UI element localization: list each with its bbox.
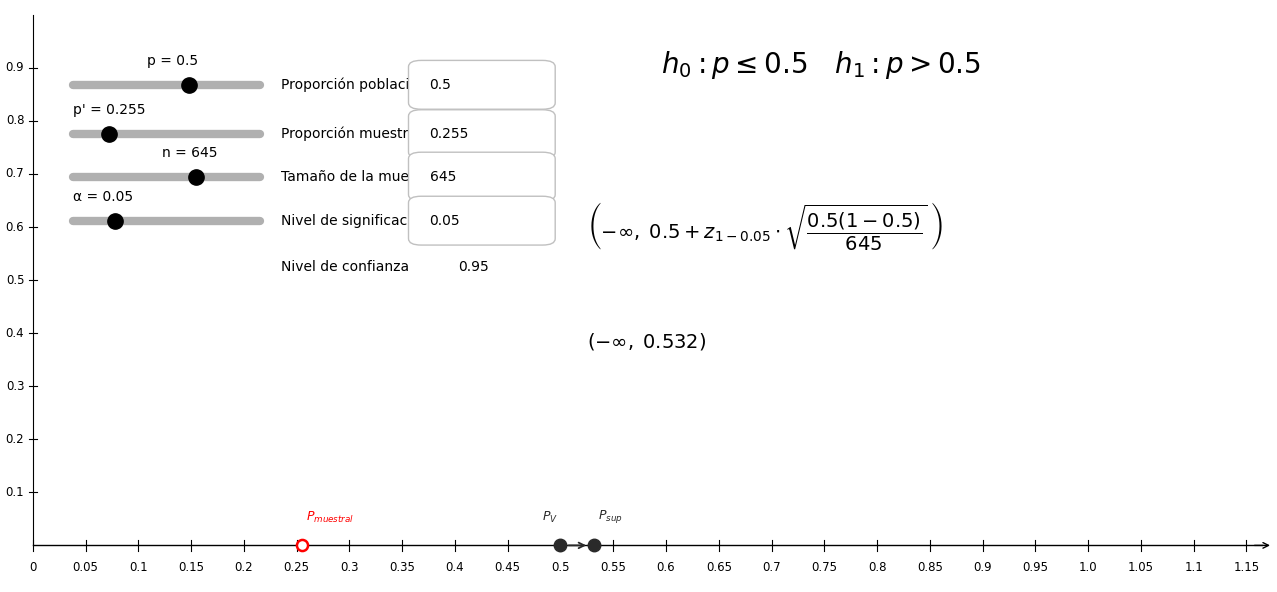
Text: 0.4: 0.4 <box>5 327 24 340</box>
Text: 0.9: 0.9 <box>973 561 992 574</box>
Text: 0.15: 0.15 <box>178 561 204 574</box>
Text: 0.8: 0.8 <box>6 114 24 127</box>
Text: 0.1: 0.1 <box>5 486 24 499</box>
FancyBboxPatch shape <box>409 196 555 245</box>
FancyBboxPatch shape <box>409 60 555 110</box>
Text: Nivel de significación: Nivel de significación <box>281 213 428 228</box>
Text: 0.85: 0.85 <box>917 561 942 574</box>
Text: 0.75: 0.75 <box>811 561 838 574</box>
Text: 0.9: 0.9 <box>5 62 24 75</box>
Text: 0.5: 0.5 <box>429 78 452 92</box>
Text: Nivel de confianza: Nivel de confianza <box>281 260 409 274</box>
Text: 1.15: 1.15 <box>1234 561 1259 574</box>
Text: 0.45: 0.45 <box>494 561 521 574</box>
Text: p' = 0.255: p' = 0.255 <box>73 103 146 117</box>
FancyBboxPatch shape <box>409 152 555 201</box>
Text: α = 0.05: α = 0.05 <box>73 189 133 204</box>
Text: $h_0 : p \leq 0.5 \quad h_1 : p > 0.5$: $h_0 : p \leq 0.5 \quad h_1 : p > 0.5$ <box>660 49 981 81</box>
Text: $P_{muestral}$: $P_{muestral}$ <box>306 510 355 525</box>
Text: 645: 645 <box>429 170 456 184</box>
Text: 0.7: 0.7 <box>5 168 24 181</box>
Text: 0: 0 <box>29 561 37 574</box>
Text: 0.5: 0.5 <box>552 561 570 574</box>
Text: p = 0.5: p = 0.5 <box>147 54 198 68</box>
Text: $\left(-\infty,\; 0.532\right)$: $\left(-\infty,\; 0.532\right)$ <box>587 330 706 352</box>
Text: n = 645: n = 645 <box>162 146 217 160</box>
Text: 1.1: 1.1 <box>1184 561 1203 574</box>
Text: 0.8: 0.8 <box>868 561 886 574</box>
Text: 0.55: 0.55 <box>600 561 626 574</box>
Text: 0.05: 0.05 <box>429 214 460 228</box>
Text: 0.95: 0.95 <box>1023 561 1048 574</box>
Text: 0.4: 0.4 <box>446 561 465 574</box>
Text: $P_V$: $P_V$ <box>543 510 558 525</box>
Text: 0.05: 0.05 <box>73 561 98 574</box>
Text: Proporción muestral: Proporción muestral <box>281 127 420 141</box>
Text: $P_{sup}$: $P_{sup}$ <box>599 508 623 525</box>
Text: 0.2: 0.2 <box>5 433 24 446</box>
Text: 0.3: 0.3 <box>340 561 359 574</box>
Text: 0.2: 0.2 <box>235 561 253 574</box>
Text: 0.1: 0.1 <box>129 561 148 574</box>
Text: 0.25: 0.25 <box>283 561 309 574</box>
Text: 1.0: 1.0 <box>1079 561 1097 574</box>
Text: 1.05: 1.05 <box>1128 561 1154 574</box>
Text: $\left(-\infty,\; 0.5 + z_{1-0.05} \cdot \sqrt{\dfrac{0.5(1-0.5)}{645}}\;\right): $\left(-\infty,\; 0.5 + z_{1-0.05} \cdot… <box>587 201 942 253</box>
Text: 0.5: 0.5 <box>6 274 24 287</box>
Text: 0.95: 0.95 <box>458 260 489 274</box>
Text: 0.65: 0.65 <box>706 561 732 574</box>
Text: Proporción poblacional: Proporción poblacional <box>281 78 439 92</box>
Text: Tamaño de la muestra: Tamaño de la muestra <box>281 170 435 184</box>
Text: 0.3: 0.3 <box>6 379 24 392</box>
Text: 0.6: 0.6 <box>656 561 676 574</box>
Text: 0.35: 0.35 <box>389 561 415 574</box>
Text: 0.255: 0.255 <box>429 127 469 141</box>
Text: 0.6: 0.6 <box>5 221 24 233</box>
Text: 0.7: 0.7 <box>762 561 780 574</box>
FancyBboxPatch shape <box>409 110 555 159</box>
